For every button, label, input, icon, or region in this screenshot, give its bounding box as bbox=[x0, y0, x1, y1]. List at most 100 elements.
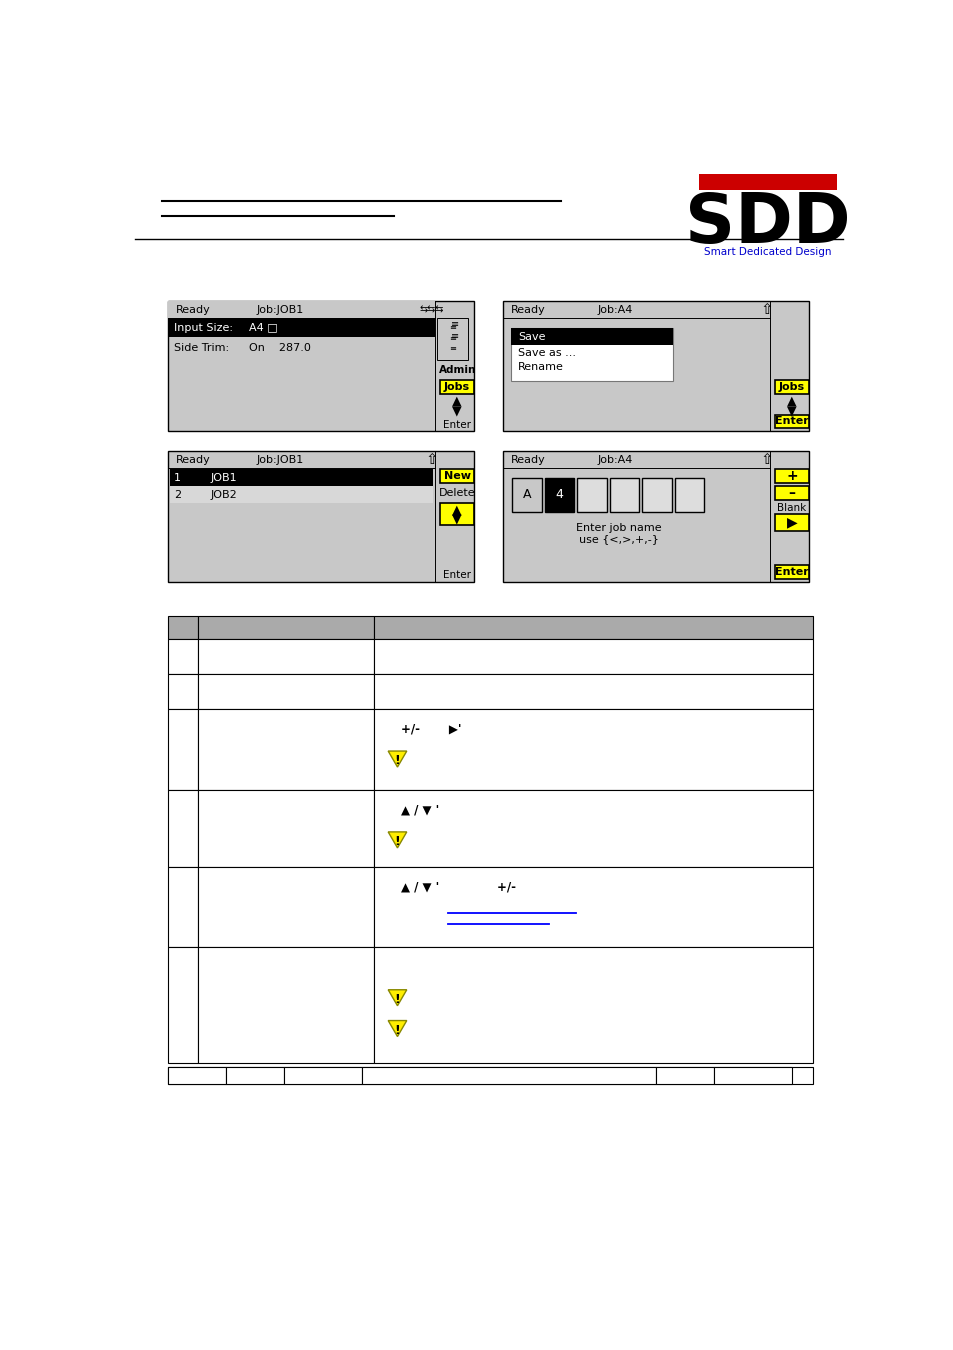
Polygon shape bbox=[388, 751, 406, 767]
Bar bbox=[284, 1066, 361, 1084]
Bar bbox=[374, 617, 812, 640]
Text: New: New bbox=[443, 471, 470, 481]
Bar bbox=[168, 301, 435, 317]
Bar bbox=[544, 478, 574, 513]
Bar bbox=[374, 790, 812, 867]
Bar bbox=[168, 317, 435, 336]
Bar bbox=[609, 478, 639, 513]
Text: Admin: Admin bbox=[438, 364, 476, 375]
Bar bbox=[511, 328, 672, 346]
Text: ▲: ▲ bbox=[452, 394, 461, 408]
Bar bbox=[168, 948, 197, 1062]
Text: ▼: ▼ bbox=[786, 404, 796, 417]
Text: 2: 2 bbox=[174, 490, 181, 500]
Bar bbox=[168, 451, 474, 582]
Bar bbox=[656, 1066, 714, 1084]
Text: 1: 1 bbox=[174, 472, 181, 483]
Text: ▲: ▲ bbox=[452, 504, 461, 517]
Text: SDD: SDD bbox=[684, 190, 850, 256]
Bar bbox=[197, 790, 374, 867]
Polygon shape bbox=[388, 990, 406, 1006]
Text: ▼: ▼ bbox=[452, 404, 461, 417]
Bar bbox=[374, 709, 812, 790]
Bar bbox=[502, 451, 808, 582]
Polygon shape bbox=[388, 832, 406, 848]
Bar bbox=[699, 174, 836, 190]
Bar bbox=[439, 504, 474, 525]
Bar bbox=[774, 470, 808, 483]
Text: Side Trim:: Side Trim: bbox=[174, 343, 229, 354]
Text: +/-       ▶': +/- ▶' bbox=[401, 722, 461, 736]
Bar bbox=[577, 478, 606, 513]
Text: Job:A4: Job:A4 bbox=[597, 305, 632, 315]
Bar bbox=[168, 640, 197, 674]
Bar bbox=[226, 1066, 284, 1084]
Text: ▼: ▼ bbox=[452, 512, 461, 525]
Text: !: ! bbox=[395, 994, 400, 1006]
Text: On    287.0: On 287.0 bbox=[249, 343, 311, 354]
Text: Enter: Enter bbox=[443, 420, 471, 431]
Bar bbox=[439, 379, 474, 394]
Bar bbox=[674, 478, 703, 513]
Text: Enter: Enter bbox=[774, 567, 808, 576]
Text: Ready: Ready bbox=[510, 305, 545, 315]
Bar bbox=[774, 564, 808, 579]
Text: Smart Dedicated Design: Smart Dedicated Design bbox=[703, 247, 831, 256]
Bar bbox=[168, 301, 474, 432]
Bar bbox=[197, 709, 374, 790]
Text: A4 □: A4 □ bbox=[249, 323, 278, 332]
Bar bbox=[197, 867, 374, 948]
Text: JOB2: JOB2 bbox=[211, 490, 237, 500]
Text: ▲ / ▼ ': ▲ / ▼ ' bbox=[401, 803, 439, 817]
Text: Jobs: Jobs bbox=[778, 382, 804, 391]
Text: 4: 4 bbox=[555, 489, 563, 501]
Text: ▶: ▶ bbox=[786, 516, 797, 529]
Text: Save: Save bbox=[517, 332, 545, 342]
Text: Jobs: Jobs bbox=[444, 382, 470, 391]
Bar bbox=[714, 1066, 791, 1084]
Text: ▲ / ▼ '              +/-: ▲ / ▼ ' +/- bbox=[401, 880, 516, 894]
Text: Blank: Blank bbox=[777, 502, 805, 513]
Text: Enter: Enter bbox=[774, 417, 808, 427]
Text: A: A bbox=[522, 489, 531, 501]
Bar bbox=[512, 478, 541, 513]
Bar bbox=[641, 478, 671, 513]
Text: Enter: Enter bbox=[443, 571, 471, 580]
Bar bbox=[168, 617, 197, 640]
Bar bbox=[197, 948, 374, 1062]
Bar bbox=[774, 379, 808, 394]
Text: Job:JOB1: Job:JOB1 bbox=[256, 455, 304, 464]
Bar bbox=[374, 674, 812, 709]
Text: ≡
≡
≡: ≡ ≡ ≡ bbox=[449, 324, 456, 354]
Text: ▲: ▲ bbox=[786, 394, 796, 408]
Bar bbox=[170, 470, 433, 486]
Text: Job:A4: Job:A4 bbox=[597, 455, 632, 464]
Text: Rename: Rename bbox=[517, 362, 563, 371]
Bar bbox=[168, 867, 197, 948]
Text: –: – bbox=[787, 486, 795, 500]
Bar bbox=[374, 640, 812, 674]
Text: Job:JOB1: Job:JOB1 bbox=[256, 305, 304, 315]
Text: Delete: Delete bbox=[438, 489, 475, 498]
Bar bbox=[168, 1066, 226, 1084]
Text: !: ! bbox=[395, 836, 400, 848]
Text: Ready: Ready bbox=[175, 455, 211, 464]
Text: Save as ...: Save as ... bbox=[517, 348, 576, 358]
Bar bbox=[502, 301, 808, 432]
Bar bbox=[510, 328, 673, 382]
Bar bbox=[774, 414, 808, 428]
Bar bbox=[361, 1066, 656, 1084]
Text: !: ! bbox=[395, 1023, 400, 1037]
Text: JOB1: JOB1 bbox=[211, 472, 237, 483]
Bar bbox=[374, 867, 812, 948]
Text: use {<,>,+,-}: use {<,>,+,-} bbox=[578, 535, 659, 544]
Bar bbox=[168, 790, 197, 867]
Bar bbox=[774, 486, 808, 500]
Text: Enter job name: Enter job name bbox=[576, 522, 661, 533]
Bar bbox=[197, 640, 374, 674]
Bar bbox=[168, 674, 197, 709]
Bar bbox=[374, 948, 812, 1062]
Bar bbox=[436, 317, 468, 360]
Bar bbox=[170, 486, 433, 504]
Bar bbox=[439, 470, 474, 483]
